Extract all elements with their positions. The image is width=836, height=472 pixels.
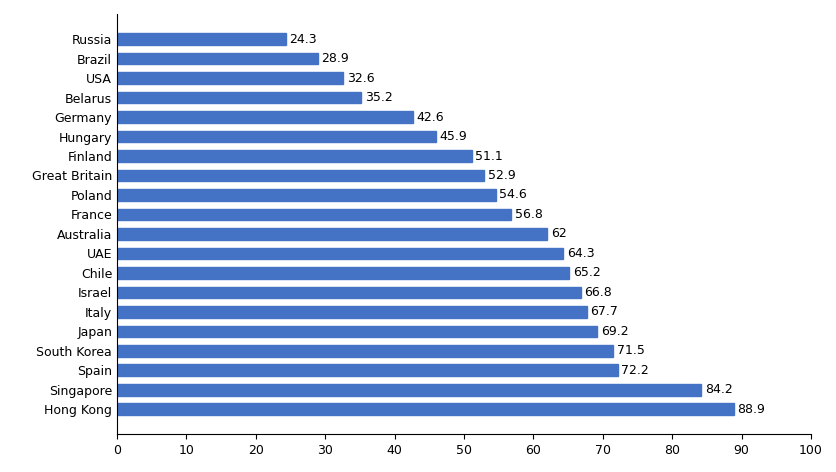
Bar (117, 92, 361, 103)
Text: 66.8: 66.8 (584, 286, 612, 299)
Bar (117, 53, 318, 65)
Text: 65.2: 65.2 (573, 266, 601, 279)
Bar (117, 169, 484, 181)
Bar (117, 111, 413, 123)
Bar (117, 131, 436, 143)
Text: 28.9: 28.9 (321, 52, 349, 65)
Text: 62: 62 (551, 228, 567, 240)
Text: 69.2: 69.2 (601, 325, 629, 338)
Bar (117, 248, 563, 259)
Text: 64.3: 64.3 (567, 247, 594, 260)
Bar (117, 72, 344, 84)
Text: 24.3: 24.3 (289, 33, 317, 46)
Text: 54.6: 54.6 (499, 188, 528, 202)
Bar (117, 326, 597, 337)
Bar (117, 404, 734, 415)
Text: 88.9: 88.9 (737, 403, 765, 416)
Bar (117, 287, 580, 298)
Bar (117, 150, 472, 162)
Bar (117, 384, 701, 396)
Text: 32.6: 32.6 (347, 72, 375, 84)
Text: 35.2: 35.2 (364, 91, 393, 104)
Bar (117, 306, 587, 318)
Bar (117, 364, 618, 376)
Text: 67.7: 67.7 (590, 305, 618, 319)
Text: 52.9: 52.9 (487, 169, 515, 182)
Text: 45.9: 45.9 (439, 130, 466, 143)
Bar (117, 209, 511, 220)
Bar (117, 267, 569, 279)
Text: 42.6: 42.6 (416, 110, 444, 124)
Bar (117, 228, 548, 240)
Bar (117, 33, 286, 45)
Bar (117, 189, 496, 201)
Text: 71.5: 71.5 (617, 345, 645, 357)
Text: 56.8: 56.8 (515, 208, 543, 221)
Text: 51.1: 51.1 (475, 150, 502, 162)
Text: 72.2: 72.2 (621, 364, 650, 377)
Text: 84.2: 84.2 (705, 383, 732, 396)
Bar (117, 345, 613, 357)
